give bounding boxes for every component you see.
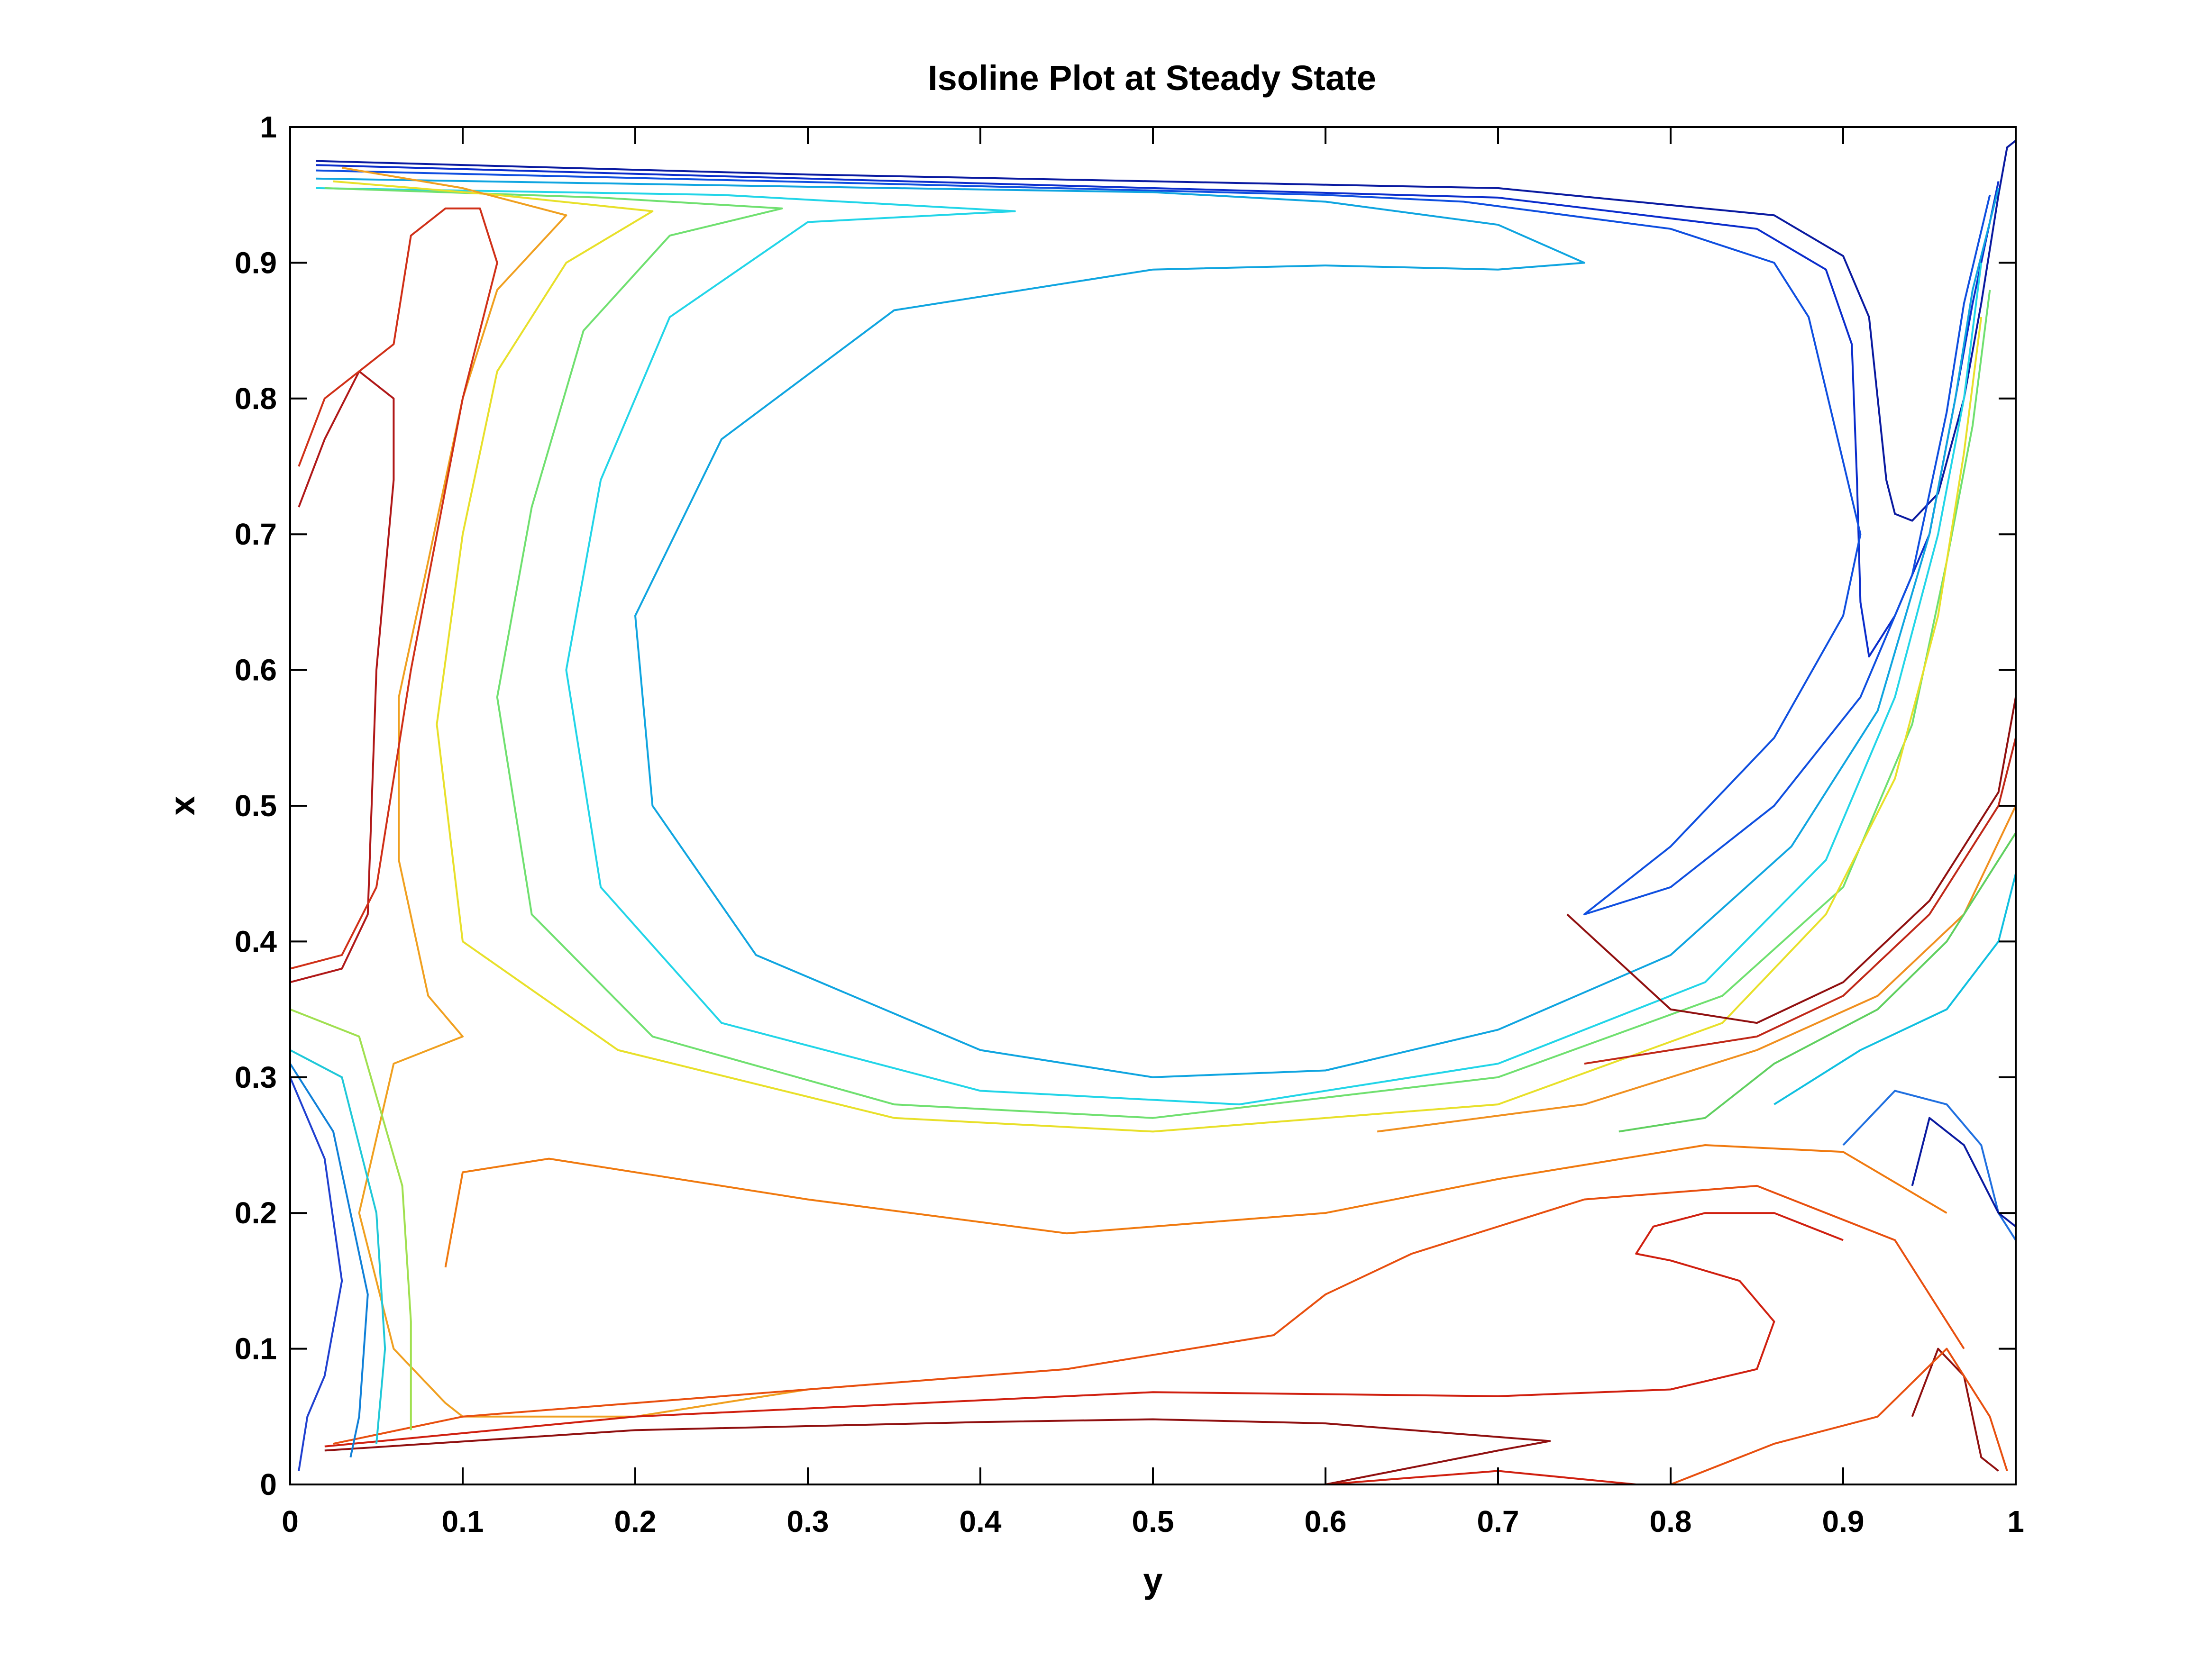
isolines-layer bbox=[289, 140, 2017, 1485]
isoline-11 bbox=[324, 1418, 1551, 1485]
x-tick-label: 0 bbox=[282, 1504, 299, 1539]
x-tick-label: 0.4 bbox=[960, 1504, 1002, 1539]
chart-title: Isoline Plot at Steady State bbox=[928, 58, 1376, 98]
y-tick-label: 0.4 bbox=[235, 924, 277, 958]
isoline-13 bbox=[290, 207, 498, 970]
x-tick-label: 0.9 bbox=[1822, 1504, 1865, 1539]
isoline-15 bbox=[289, 1063, 369, 1458]
isoline-0 bbox=[316, 140, 2017, 522]
isoline-23 bbox=[1842, 1090, 2017, 1241]
isoline-14 bbox=[289, 1077, 343, 1471]
isoline-19 bbox=[1584, 737, 2017, 1065]
isoline-2 bbox=[316, 169, 1991, 916]
ticks-layer: 0 0.1 0.2 0.3 0.4 0.5 0.6 0.7 0.8 0.9 1 0 0.1 0.2 0.3 0… bbox=[235, 110, 2024, 1539]
x-tick-label: 0.2 bbox=[614, 1504, 657, 1539]
y-tick-label: 0.1 bbox=[235, 1332, 277, 1366]
isoline-6 bbox=[333, 180, 1983, 1133]
y-tick-label: 1 bbox=[260, 110, 277, 144]
y-tick-label: 0.8 bbox=[235, 382, 277, 416]
isoline-20 bbox=[1377, 805, 2017, 1133]
y-tick-label: 0.6 bbox=[235, 653, 277, 687]
y-tick-label: 0 bbox=[260, 1467, 277, 1502]
isoline-5 bbox=[324, 187, 1991, 1119]
x-tick-label: 0.7 bbox=[1477, 1504, 1519, 1539]
x-tick-label: 1 bbox=[2007, 1504, 2024, 1539]
isoline-8 bbox=[444, 1144, 1947, 1268]
x-axis-label: y bbox=[1143, 1561, 1162, 1600]
isoline-18 bbox=[1566, 697, 2017, 1024]
isoline-9 bbox=[333, 1184, 1965, 1445]
y-tick-label: 0.5 bbox=[235, 789, 277, 823]
isoline-24 bbox=[1911, 1117, 2017, 1228]
isoline-10 bbox=[324, 1212, 1844, 1448]
isoline-4 bbox=[316, 187, 1983, 1106]
x-tick-label: 0.1 bbox=[442, 1504, 484, 1539]
isoline-21 bbox=[1618, 832, 2017, 1133]
x-tick-label: 0.8 bbox=[1650, 1504, 1692, 1539]
isoline-26 bbox=[1670, 1347, 2008, 1485]
y-tick-label: 0.9 bbox=[235, 246, 277, 280]
y-tick-label: 0.7 bbox=[235, 517, 277, 551]
x-tick-label: 0.6 bbox=[1305, 1504, 1347, 1539]
isoline-12 bbox=[290, 370, 395, 983]
y-axis-label: x bbox=[163, 796, 202, 815]
y-tick-label: 0.2 bbox=[235, 1196, 277, 1230]
isoline-17 bbox=[290, 1008, 412, 1430]
x-tick-label: 0.3 bbox=[787, 1504, 829, 1539]
isoline-16 bbox=[290, 1049, 386, 1444]
x-tick-label: 0.5 bbox=[1132, 1504, 1174, 1539]
isoline-3 bbox=[316, 177, 2000, 1078]
isoline-7 bbox=[341, 166, 808, 1418]
y-tick-label: 0.3 bbox=[235, 1060, 277, 1094]
isoline-22 bbox=[1773, 873, 2017, 1105]
